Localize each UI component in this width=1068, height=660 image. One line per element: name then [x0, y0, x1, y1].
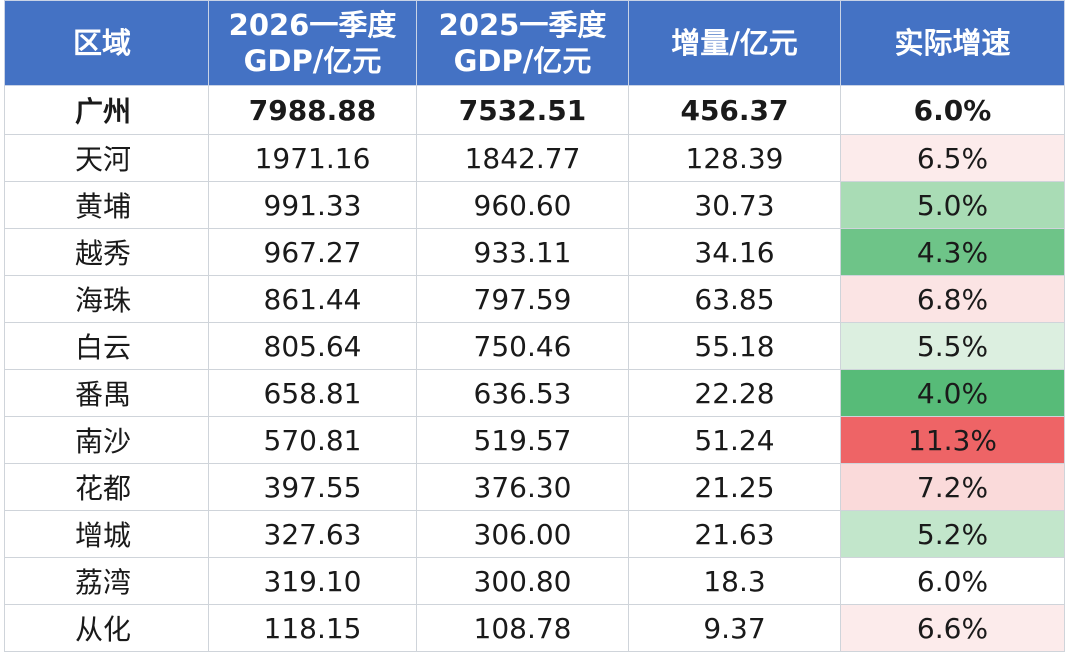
cell-gdp-2025: 933.11 [416, 228, 629, 276]
cell-increase: 22.28 [628, 369, 841, 417]
table-row: 从化 118.15 108.78 9.37 6.6% [4, 604, 1065, 652]
cell-region: 白云 [4, 322, 209, 370]
cell-region: 越秀 [4, 228, 209, 276]
cell-gdp-2025: 797.59 [416, 275, 629, 323]
cell-gdp-2026: 7988.88 [208, 85, 417, 135]
cell-increase: 51.24 [628, 416, 841, 464]
table-body: 广州 7988.88 7532.51 456.37 6.0% 天河 1971.16 1842.… [4, 85, 1065, 652]
header-increase: 增量/亿元 [628, 0, 841, 86]
table-row: 越秀 967.27 933.11 34.16 4.3% [4, 228, 1065, 276]
header-region: 区域 [4, 0, 209, 86]
cell-gdp-2025: 300.80 [416, 557, 629, 605]
cell-increase: 21.63 [628, 510, 841, 558]
cell-gdp-2025: 1842.77 [416, 134, 629, 182]
header-gdp-2025: 2025一季度 GDP/亿元 [416, 0, 629, 86]
table-header: 区域 2026一季度 GDP/亿元 2025一季度 GDP/亿元 增量/亿元 实… [4, 0, 1065, 86]
cell-growth: 6.0% [840, 85, 1065, 135]
header-gdp-2025-line2: GDP/亿元 [453, 44, 592, 78]
cell-gdp-2025: 108.78 [416, 604, 629, 652]
table-row: 花都 397.55 376.30 21.25 7.2% [4, 463, 1065, 511]
cell-gdp-2026: 570.81 [208, 416, 417, 464]
header-growth: 实际增速 [840, 0, 1065, 86]
cell-increase: 63.85 [628, 275, 841, 323]
table-row: 荔湾 319.10 300.80 18.3 6.0% [4, 557, 1065, 605]
cell-region: 从化 [4, 604, 209, 652]
table-row: 黄埔 991.33 960.60 30.73 5.0% [4, 181, 1065, 229]
cell-growth: 5.2% [840, 510, 1065, 558]
cell-gdp-2025: 306.00 [416, 510, 629, 558]
table-row: 白云 805.64 750.46 55.18 5.5% [4, 322, 1065, 370]
gdp-table: 区域 2026一季度 GDP/亿元 2025一季度 GDP/亿元 增量/亿元 实… [4, 0, 1065, 652]
cell-growth: 11.3% [840, 416, 1065, 464]
cell-gdp-2026: 327.63 [208, 510, 417, 558]
cell-gdp-2025: 750.46 [416, 322, 629, 370]
cell-gdp-2025: 960.60 [416, 181, 629, 229]
header-gdp-2026: 2026一季度 GDP/亿元 [208, 0, 417, 86]
cell-region: 番禺 [4, 369, 209, 417]
cell-gdp-2025: 376.30 [416, 463, 629, 511]
table-row: 番禺 658.81 636.53 22.28 4.0% [4, 369, 1065, 417]
cell-region: 海珠 [4, 275, 209, 323]
cell-increase: 55.18 [628, 322, 841, 370]
cell-gdp-2026: 397.55 [208, 463, 417, 511]
cell-gdp-2026: 118.15 [208, 604, 417, 652]
table-row-total: 广州 7988.88 7532.51 456.37 6.0% [4, 85, 1065, 135]
cell-region: 天河 [4, 134, 209, 182]
cell-growth: 6.6% [840, 604, 1065, 652]
cell-growth: 5.0% [840, 181, 1065, 229]
cell-gdp-2026: 1971.16 [208, 134, 417, 182]
cell-growth: 6.5% [840, 134, 1065, 182]
cell-region: 花都 [4, 463, 209, 511]
header-gdp-2026-line2: GDP/亿元 [243, 44, 382, 78]
cell-gdp-2026: 805.64 [208, 322, 417, 370]
cell-region: 荔湾 [4, 557, 209, 605]
cell-gdp-2025: 7532.51 [416, 85, 629, 135]
cell-growth: 6.0% [840, 557, 1065, 605]
cell-growth: 6.8% [840, 275, 1065, 323]
cell-gdp-2025: 636.53 [416, 369, 629, 417]
cell-increase: 456.37 [628, 85, 841, 135]
cell-increase: 9.37 [628, 604, 841, 652]
table-row: 海珠 861.44 797.59 63.85 6.8% [4, 275, 1065, 323]
table-row: 南沙 570.81 519.57 51.24 11.3% [4, 416, 1065, 464]
cell-growth: 5.5% [840, 322, 1065, 370]
header-gdp-2026-line1: 2026一季度 [228, 8, 397, 42]
cell-growth: 4.0% [840, 369, 1065, 417]
cell-gdp-2025: 519.57 [416, 416, 629, 464]
cell-region: 黄埔 [4, 181, 209, 229]
cell-gdp-2026: 991.33 [208, 181, 417, 229]
cell-increase: 30.73 [628, 181, 841, 229]
header-row: 区域 2026一季度 GDP/亿元 2025一季度 GDP/亿元 增量/亿元 实… [4, 0, 1065, 86]
table-row: 增城 327.63 306.00 21.63 5.2% [4, 510, 1065, 558]
cell-increase: 34.16 [628, 228, 841, 276]
cell-gdp-2026: 967.27 [208, 228, 417, 276]
cell-increase: 18.3 [628, 557, 841, 605]
header-gdp-2025-line1: 2025一季度 [438, 8, 607, 42]
cell-gdp-2026: 861.44 [208, 275, 417, 323]
cell-region: 南沙 [4, 416, 209, 464]
cell-increase: 21.25 [628, 463, 841, 511]
cell-gdp-2026: 319.10 [208, 557, 417, 605]
cell-growth: 4.3% [840, 228, 1065, 276]
cell-region: 广州 [4, 85, 209, 135]
cell-increase: 128.39 [628, 134, 841, 182]
gdp-table-container: 区域 2026一季度 GDP/亿元 2025一季度 GDP/亿元 增量/亿元 实… [4, 0, 1065, 652]
cell-region: 增城 [4, 510, 209, 558]
cell-growth: 7.2% [840, 463, 1065, 511]
cell-gdp-2026: 658.81 [208, 369, 417, 417]
table-row: 天河 1971.16 1842.77 128.39 6.5% [4, 134, 1065, 182]
